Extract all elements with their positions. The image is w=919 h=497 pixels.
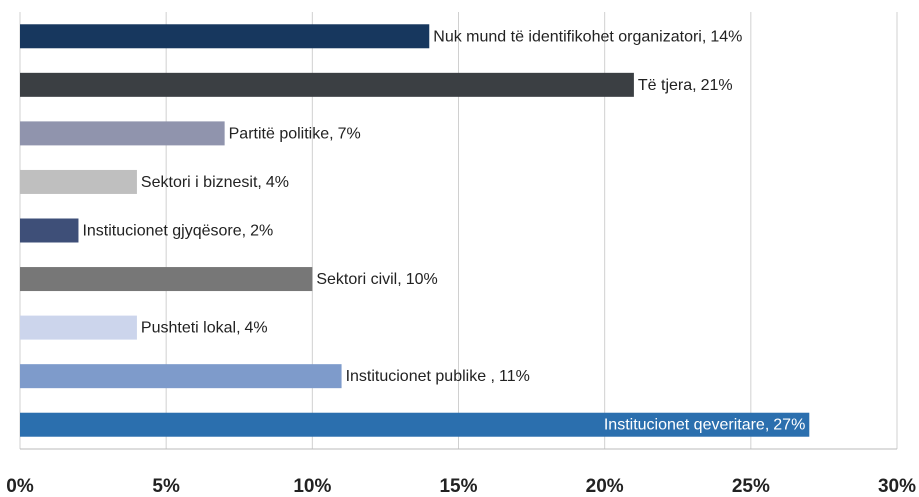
data-label: Pushteti lokal, 4%	[141, 320, 268, 337]
category-label: Sektori i biznesit,	[141, 174, 262, 191]
value-label: 4%	[266, 174, 289, 191]
category-label: Sektori civil,	[316, 271, 401, 288]
value-label: 27%	[773, 417, 805, 434]
category-label: Të tjera,	[638, 77, 697, 94]
x-tick-label: 30%	[878, 476, 916, 497]
bar	[20, 315, 137, 340]
x-tick-label: 15%	[439, 476, 477, 497]
x-tick-label: 20%	[586, 476, 624, 497]
data-label: Nuk mund të identifikohet organizatori, 1…	[433, 28, 742, 45]
category-label: Partitë politike,	[229, 126, 334, 143]
bar	[20, 267, 313, 292]
category-label: Institucionet qeveritare,	[604, 417, 769, 434]
data-label: Partitë politike, 7%	[229, 126, 361, 143]
category-label: Nuk mund të identifikohet organizatori,	[433, 28, 706, 45]
bar	[20, 169, 137, 194]
data-label: Sektori i biznesit, 4%	[141, 174, 289, 191]
value-label: 4%	[245, 320, 268, 337]
bar	[20, 364, 342, 389]
data-label: Institucionet publike , 11%	[346, 368, 530, 385]
x-tick-label: 5%	[152, 476, 180, 497]
value-label: 14%	[710, 28, 742, 45]
category-label: Institucionet gjyqësore,	[82, 223, 246, 240]
value-label: 10%	[406, 271, 438, 288]
value-label: 2%	[250, 223, 273, 240]
data-label: Të tjera, 21%	[638, 77, 733, 94]
x-tick-label: 10%	[293, 476, 331, 497]
data-label: Institucionet gjyqësore, 2%	[82, 223, 273, 240]
bar	[20, 24, 430, 49]
category-label: Institucionet publike ,	[346, 368, 495, 385]
bar	[20, 218, 79, 243]
category-label: Pushteti lokal,	[141, 320, 241, 337]
data-label: Institucionet qeveritare, 27%	[604, 417, 805, 434]
x-tick-label: 25%	[732, 476, 770, 497]
bar	[20, 121, 225, 146]
value-label: 21%	[701, 77, 733, 94]
bar	[20, 72, 634, 97]
data-label: Sektori civil, 10%	[316, 271, 437, 288]
x-tick-label: 0%	[6, 476, 34, 497]
bar	[20, 412, 810, 437]
value-label: 7%	[338, 126, 361, 143]
value-label: 11%	[499, 368, 530, 385]
